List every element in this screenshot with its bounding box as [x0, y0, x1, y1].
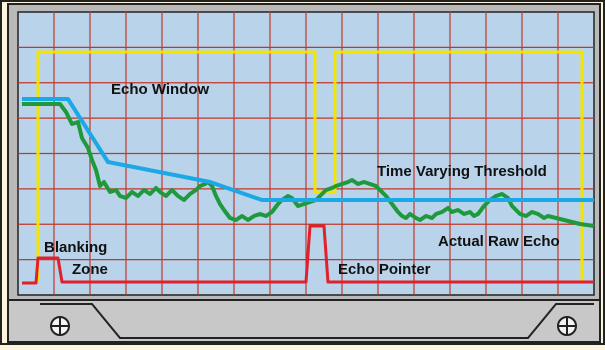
left-knob-icon[interactable]: [50, 316, 70, 336]
time-varying-threshold-trace: [22, 97, 594, 202]
blanking-label-line2: Zone: [72, 261, 108, 278]
panel-trim: [40, 303, 594, 339]
right-knob-icon[interactable]: [557, 316, 577, 336]
control-panel: [7, 299, 601, 343]
grid: [18, 12, 594, 295]
echo-pointer-trace: [22, 224, 594, 285]
raw-echo-label: Actual Raw Echo: [438, 233, 560, 250]
blanking-label-line1: Blanking: [44, 239, 107, 256]
echo-window-label: Echo Window: [111, 81, 210, 98]
threshold-label: Time Varying Threshold: [377, 163, 547, 180]
echo-pointer-label: Echo Pointer: [338, 261, 431, 278]
